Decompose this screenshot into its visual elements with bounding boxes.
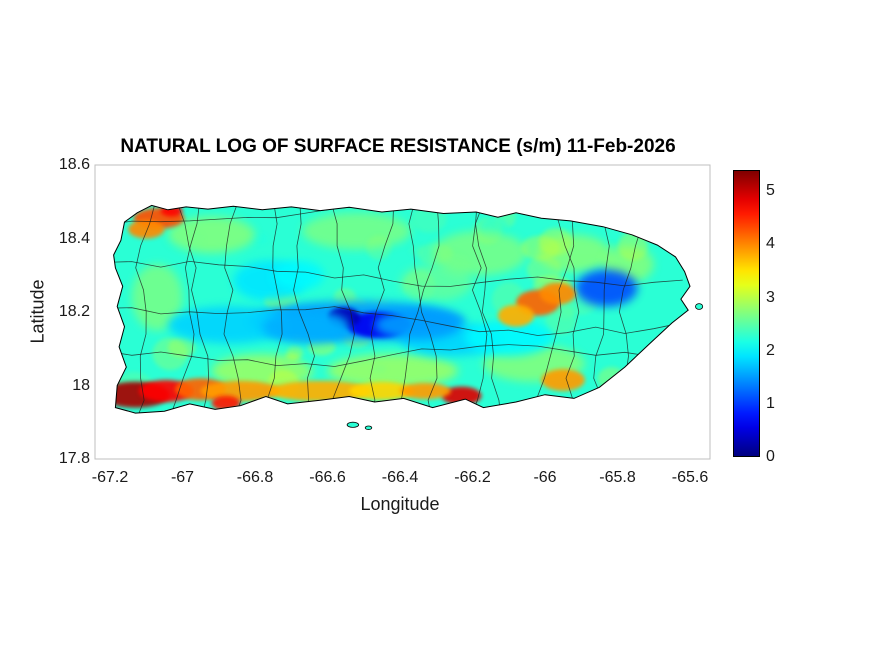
resistance-raster [113,205,703,430]
x-tick-label: -66.6 [309,469,346,486]
colorbar-tick-label: 4 [766,235,775,253]
x-tick-label: -66.8 [236,469,274,486]
chart-title: NATURAL LOG OF SURFACE RESISTANCE (s/m) … [120,136,676,157]
x-tick-label: -65.6 [671,469,709,486]
x-tick-label: -65.8 [599,469,636,486]
y-tick-label: 18.2 [58,303,90,320]
x-axis-label: Longitude [360,494,440,514]
colorbar [733,170,760,457]
axes-box [94,164,711,460]
y-tick-label: 18 [72,376,90,394]
y-tick-label: 17.8 [58,450,90,467]
y-tick-label: 18.6 [58,156,90,173]
islet [346,421,360,428]
y-tick-label: 18.4 [58,229,90,247]
x-tick-label: -66.4 [381,469,419,486]
colorbar-tick-label: 1 [766,394,775,412]
x-tick-label: -66 [533,469,557,486]
coastline [113,204,691,414]
colorbar-tick-label: 5 [766,182,775,200]
islet [364,425,373,430]
colorbar-tick-label: 3 [766,288,775,306]
x-tick-label: -66.2 [454,469,491,486]
x-tick-label: -67 [170,469,195,486]
islet [695,303,704,310]
x-tick-label: -67.2 [91,469,129,486]
colorbar-tick-label: 2 [766,341,775,359]
colorbar-tick-label: 0 [766,448,775,465]
